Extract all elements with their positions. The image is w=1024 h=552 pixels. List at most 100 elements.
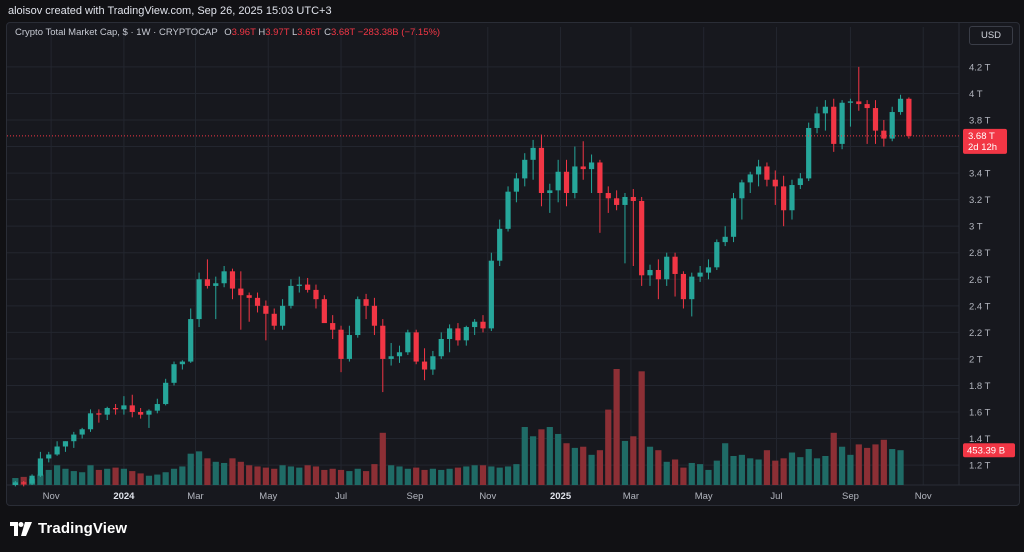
volume-bar [504,466,512,485]
volume-bar [663,461,670,485]
candle [580,141,586,180]
candle-body [321,299,327,324]
volume-bar [388,465,395,485]
candle-body [730,198,737,237]
volume-bar [287,466,295,485]
candle-body [112,408,119,410]
price-axis-label: 3.4 T [969,169,991,180]
candle [455,323,461,346]
candle [488,252,494,332]
volume-bar [580,446,587,485]
time-axis-label: Mar [623,491,639,502]
candle [263,300,269,341]
time-axis-label: May [695,491,713,502]
candle [188,308,194,363]
candle [446,324,453,353]
volume-bar [321,469,328,485]
candle-body [62,441,69,447]
candlestick-chart[interactable]: 1.2 T 1.4 T 1.6 T 1.8 T 2 T 2.2 T 2.4 T 2.6 T 2.… [7,23,1019,505]
price-axis-label: 4 T [969,89,983,100]
candle [605,186,611,213]
price-axis-label: 3.8 T [969,116,991,127]
volume-bar [362,471,370,485]
volume-bar [246,465,253,485]
close-value: 3.68T [330,27,356,38]
candle-body [371,305,378,326]
volume-bar [688,462,695,485]
brand[interactable]: TradingView [10,520,127,537]
candle-body [881,130,887,139]
volume-bar [605,409,612,485]
candle [29,474,35,485]
candle [37,451,44,478]
candle-body [889,112,895,139]
volume-bar [254,466,261,485]
volume-bar [95,469,102,485]
candle [371,297,378,336]
candle-body [597,162,603,193]
time-axis: Nov 2024 Mar May Jul Sep Nov 2025 Mar May Jul Sep No… [43,491,932,502]
candle-body [12,482,18,485]
volume-bar [813,458,821,485]
low-value: 3.66T [297,27,322,38]
volume-bar [204,458,211,485]
candle [71,431,77,448]
candle [163,378,169,406]
volume-bar [413,467,420,485]
volume-bar [112,467,119,485]
volume-bar [104,468,111,485]
volume-bar [755,459,762,485]
candle-body [254,297,261,306]
volume-bar [822,456,829,485]
candle [639,196,645,286]
volume-bar [563,443,570,485]
brand-name: TradingView [38,520,128,537]
candle-body [279,305,286,326]
candle-body [530,147,536,160]
candle-body [622,196,628,205]
volume-bar [655,450,662,485]
volume-bar [630,436,637,485]
volume-bar [296,467,303,485]
volume-bar [772,460,779,485]
volume-bar [697,464,704,485]
time-axis-label: 2024 [113,491,135,502]
currency-button[interactable]: USD [969,26,1013,45]
volume-bar [70,471,77,485]
candle [204,259,211,289]
candle [755,159,762,187]
volume-bar [279,465,286,485]
candle [171,361,177,386]
candle-body [405,332,411,353]
chart-panel[interactable]: 1.2 T 1.4 T 1.6 T 1.8 T 2 T 2.2 T 2.4 T 2.6 T 2.… [6,22,1020,506]
candle-body [689,276,695,300]
volume-bar [738,454,745,485]
candle-body [806,127,812,179]
candle-body [121,405,127,410]
candle [563,159,570,207]
candle [46,451,52,463]
candle-body [146,410,152,415]
volume-bar [463,466,470,485]
candle-body [605,193,611,199]
volume-bar [713,460,720,485]
candle [363,293,369,320]
candle [789,179,795,220]
volume-bar [880,439,887,485]
low-label: L [292,27,298,38]
candle [897,94,904,115]
volume-bar [571,447,578,485]
candle-body [831,106,837,144]
candle [714,239,720,270]
candle [296,276,302,293]
candle [355,296,361,338]
volume-bar [838,446,846,485]
candle-body [705,267,712,273]
volume-bar [897,450,904,485]
candle-body [221,271,227,284]
candle [321,295,327,324]
candle-body [847,101,854,103]
time-axis-label: Sep [407,491,424,502]
candle-body [488,260,494,329]
volume-bar [87,465,94,485]
